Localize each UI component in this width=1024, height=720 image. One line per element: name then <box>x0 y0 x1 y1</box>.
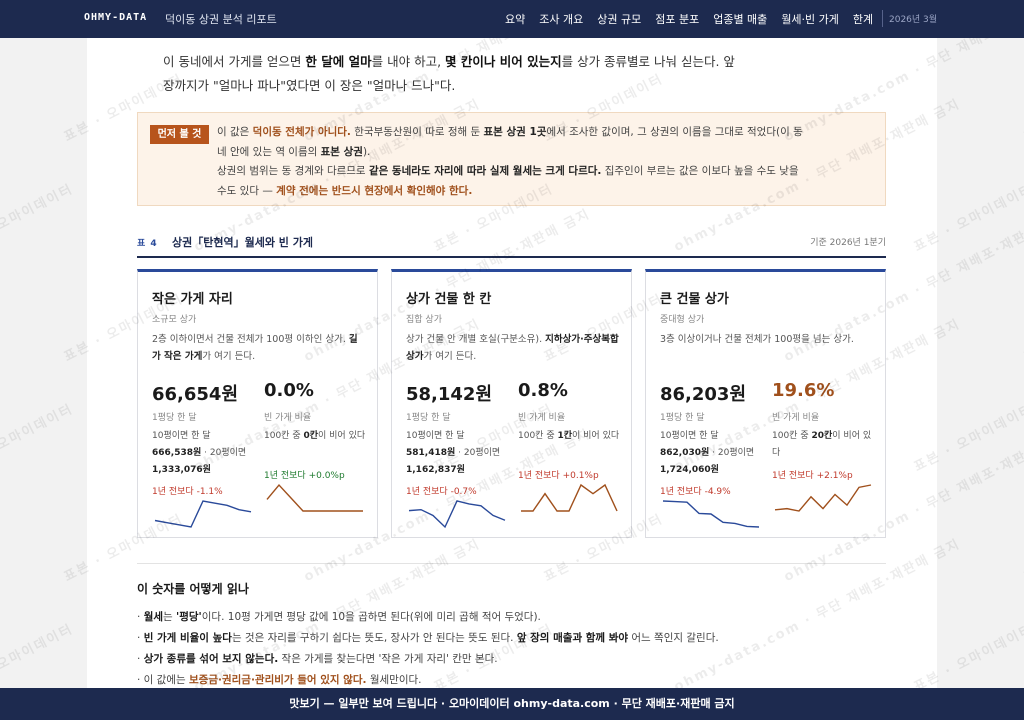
vacancy-sparkline <box>774 484 872 512</box>
vacancy-description: 100칸 중 0칸이 비어 있다 <box>264 431 366 441</box>
card-title: 작은 가게 자리 <box>152 292 233 307</box>
table-title: 상권「탄현역」월세와 빈 가게 <box>172 236 313 249</box>
intro-text: 이 동네에서 가게를 얻으면 <box>163 54 306 69</box>
sparkline-path <box>266 483 363 512</box>
nav-item-limitations[interactable]: 한계 <box>852 13 874 26</box>
vacancy-yoy: 1년 전보다 +0.0%p <box>264 471 345 481</box>
card-subtitle: 집합 상가 <box>406 315 442 325</box>
card-subtitle: 중대형 상가 <box>660 315 705 325</box>
watermark-text: 표본 · 오마이데이터 <box>1021 72 1024 145</box>
intro-text: 를 상가 종류별로 나눠 싣는다. 앞 <box>561 54 735 69</box>
card-description: 2층 이하이면서 건물 전체가 100평 이하인 상가. 길가 작은 가게가 여… <box>152 334 358 362</box>
top-nav: 요약 조사 개요 상권 규모 점포 분포 업종별 매출 월세·빈 가게 한계 <box>505 11 887 27</box>
intro-emph-monthly: 한 달에 얼마 <box>305 54 372 69</box>
vacancy-label: 빈 가게 비율 <box>518 413 566 423</box>
notice-badge: 먼저 볼 것 <box>150 125 209 144</box>
nav-divider <box>882 10 883 27</box>
rent-yoy: 1년 전보다 -4.9% <box>660 487 731 497</box>
intro-paragraph: 이 동네에서 가게를 얻으면 한 달에 얼마를 내야 하고, 몇 칸이나 비어 … <box>163 50 813 98</box>
nav-item-sales-by-industry[interactable]: 업종별 매출 <box>713 13 768 26</box>
section-divider <box>137 563 886 564</box>
howto-heading: 이 숫자를 어떻게 읽나 <box>137 582 249 596</box>
list-item: · 월세는 '평당'이다. 10평 가게면 평당 값에 10을 곱하면 된다(위… <box>137 611 541 623</box>
watermark-text: 표본 · 오마이데이터 <box>0 181 76 255</box>
vacancy-description: 100칸 중 20칸이 비어 있다 <box>772 431 872 458</box>
nav-item-store-distribution[interactable]: 점포 분포 <box>655 13 700 26</box>
vacancy-value: 0.0% <box>264 380 314 401</box>
rent-yoy: 1년 전보다 -0.7% <box>406 487 477 497</box>
table-basis-note: 기준 2026년 1분기 <box>810 238 886 248</box>
nav-item-summary[interactable]: 요약 <box>505 13 526 26</box>
vacancy-sparkline <box>266 483 363 512</box>
card-collective-store: 상가 건물 한 칸 집합 상가 상가 건물 안 개별 호실(구분소유). 지하상… <box>391 269 632 538</box>
vacancy-description: 100칸 중 1칸이 비어 있다 <box>518 431 620 441</box>
card-subtitle: 소규모 상가 <box>152 315 197 325</box>
watermark-text: 표본 · 오마이데이터 <box>1021 512 1024 585</box>
card-large-building-store: 큰 건물 상가 중대형 상가 3층 이상이거나 건물 전체가 100평을 넘는 … <box>645 269 886 538</box>
intro-emph-vacancy: 몇 칸이나 비어 있는지 <box>445 54 562 69</box>
nav-item-market-size[interactable]: 상권 규모 <box>597 13 642 26</box>
watermark-text: 표본 · 오마이데이터 <box>0 401 76 475</box>
table-heading: 표 4 상권「탄현역」월세와 빈 가게 기준 2026년 1분기 <box>137 234 886 256</box>
nav-item-rent-vacancy[interactable]: 월세·빈 가게 <box>781 13 839 26</box>
sparkline-path <box>154 500 252 528</box>
nav-item-survey-overview[interactable]: 조사 개요 <box>539 13 584 26</box>
howto-list: · 월세는 '평당'이다. 10평 가게면 평당 값에 10을 곱하면 된다(위… <box>137 607 886 691</box>
rent-value: 86,203원 <box>660 384 747 405</box>
card-small-store: 작은 가게 자리 소규모 상가 2층 이하이면서 건물 전체가 100평 이하인… <box>137 269 378 538</box>
sparkline-path <box>408 500 506 529</box>
rent-yoy: 1년 전보다 -1.1% <box>152 487 223 497</box>
rent-value: 58,142원 <box>406 384 493 405</box>
vacancy-value: 19.6% <box>772 380 835 401</box>
vacancy-sparkline <box>521 483 618 512</box>
watermark-text: 표본 · 오마이데이터 <box>1021 292 1024 365</box>
vacancy-value: 0.8% <box>518 380 568 401</box>
notice-callout: 먼저 볼 것 이 값은 덕이동 전체가 아니다. 한국부동산원이 따로 정해 둔… <box>137 112 886 206</box>
report-title: 덕이동 상권 분석 리포트 <box>165 13 277 26</box>
sparkline-path <box>774 484 872 512</box>
vacancy-yoy: 1년 전보다 +0.1%p <box>518 471 599 481</box>
rent-label: 1평당 한 달 <box>660 413 705 423</box>
list-item: · 빈 가게 비율이 높다는 것은 자리를 구하기 쉽다는 뜻도, 장사가 안 … <box>137 632 719 644</box>
watermark-text: 표본 · 오마이데이터 <box>0 621 76 688</box>
sparkline-path <box>521 483 618 512</box>
vacancy-label: 빈 가게 비율 <box>772 413 820 423</box>
card-description: 3층 이상이거나 건물 전체가 100평을 넘는 상가. <box>660 334 854 345</box>
vacancy-label: 빈 가게 비율 <box>264 413 312 423</box>
rent-value: 66,654원 <box>152 384 239 405</box>
preview-footer-banner: 맛보기 — 일부만 보여 드립니다 · 오마이데이터 ohmy-data.com… <box>0 688 1024 720</box>
rent-sparkline <box>154 500 252 528</box>
rent-conversion: 10평이면 한 달 581,418원 · 20평이면 1,162,837원 <box>406 431 501 475</box>
rent-label: 1평당 한 달 <box>152 413 197 423</box>
list-item: · 이 값에는 보증금·권리금·관리비가 들어 있지 않다. 월세만이다. <box>137 674 422 686</box>
rent-label: 1평당 한 달 <box>406 413 451 423</box>
card-title: 상가 건물 한 칸 <box>406 292 492 307</box>
top-bar: OHMY-DATA 덕이동 상권 분석 리포트 요약 조사 개요 상권 규모 점… <box>0 0 1024 38</box>
list-item: · 상가 종류를 섞어 보지 않는다. 작은 가게를 찾는다면 '작은 가게 자… <box>137 653 498 665</box>
sparkline-path <box>662 500 760 528</box>
table-number: 표 4 <box>137 239 158 249</box>
intro-text: 를 내야 하고, <box>371 54 446 69</box>
intro-text: 장까지가 "얼마나 파나"였다면 이 장은 "얼마나 드나"다. <box>163 78 456 93</box>
report-date: 2026년 3월 <box>889 15 938 25</box>
notice-text: 이 값은 덕이동 전체가 아니다. 한국부동산원이 따로 정해 둔 표본 상권 … <box>217 126 803 197</box>
rent-conversion: 10평이면 한 달 666,538원 · 20평이면 1,333,076원 <box>152 431 247 475</box>
rent-conversion: 10평이면 한 달 862,030원 · 20평이면 1,724,060원 <box>660 431 755 475</box>
card-description: 상가 건물 안 개별 호실(구분소유). 지하상가·주상복합 상가가 여기 든다… <box>406 334 619 362</box>
rent-sparkline <box>408 500 506 529</box>
card-title: 큰 건물 상가 <box>660 292 729 307</box>
vacancy-yoy: 1년 전보다 +2.1%p <box>772 471 853 481</box>
brand-logo[interactable]: OHMY-DATA <box>84 12 148 23</box>
table-rule <box>137 256 886 258</box>
rent-sparkline <box>662 500 760 528</box>
